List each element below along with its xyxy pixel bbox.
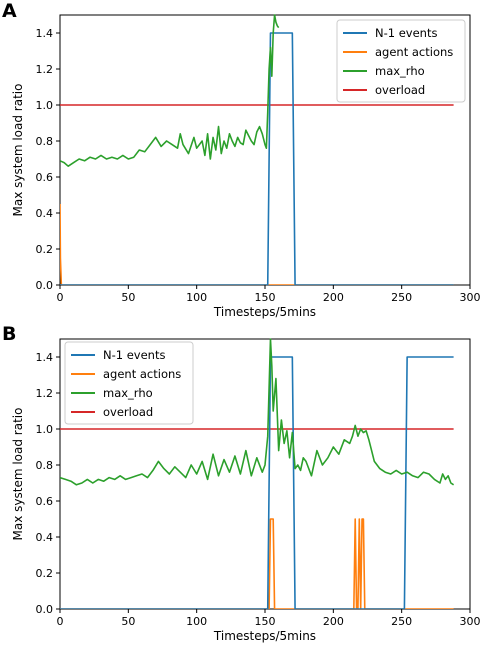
panel-b: B 0.0 0.2 0.4 0.6 0.8 1.0 1.2 1.4 0 50 100 150 200 2… — [2, 323, 481, 643]
legend-label: max_rho — [375, 64, 425, 78]
y-tick-label: 1.2 — [36, 63, 54, 76]
legend-box — [64, 341, 194, 425]
y-tick-label: 0.8 — [36, 135, 54, 148]
series-line-n-1-events — [60, 32, 454, 285]
legend-box — [336, 19, 466, 103]
series-line-n-1-events — [60, 356, 454, 609]
x-axis-a: 0 50 100 150 200 250 300 — [57, 285, 481, 304]
legend-label: N-1 events — [375, 26, 437, 40]
x-tick-label: 250 — [391, 291, 412, 304]
y-axis-a: 0.0 0.2 0.4 0.6 0.8 1.0 1.2 1.4 — [36, 27, 60, 292]
x-tick-label: 0 — [57, 615, 64, 628]
x-tick-label: 300 — [460, 615, 481, 628]
x-tick-label: 200 — [323, 291, 344, 304]
x-tick-label: 50 — [121, 291, 135, 304]
x-axis-b: 0 50 100 150 200 250 300 — [57, 609, 481, 628]
x-tick-label: 300 — [460, 291, 481, 304]
y-tick-label: 0.8 — [36, 459, 54, 472]
y-tick-label: 1.2 — [36, 387, 54, 400]
panel-label-b: B — [2, 323, 16, 345]
series-line-max-rho — [60, 14, 280, 167]
data-lines-b — [60, 338, 455, 609]
y-tick-label: 0.0 — [36, 603, 54, 616]
x-tick-label: 0 — [57, 291, 64, 304]
x-tick-label: 100 — [186, 615, 207, 628]
y-tick-label: 0.6 — [36, 171, 54, 184]
series-line-agent-actions — [60, 203, 454, 285]
y-tick-label: 1.0 — [36, 423, 54, 436]
x-tick-label: 200 — [323, 615, 344, 628]
legend-label: agent actions — [375, 45, 453, 59]
series-line-agent-actions — [60, 518, 454, 609]
y-tick-label: 0.2 — [36, 567, 54, 580]
legend-label: overload — [375, 83, 425, 97]
y-axis-label-a: Max system load ratio — [11, 84, 25, 217]
series-line-max-rho — [60, 338, 455, 486]
y-tick-label: 0.2 — [36, 243, 54, 256]
y-tick-label: 0.6 — [36, 495, 54, 508]
y-tick-label: 0.0 — [36, 279, 54, 292]
legend-b: N-1 events agent actions max_rho overload — [64, 341, 194, 425]
y-tick-label: 0.4 — [36, 207, 54, 220]
legend-label: max_rho — [103, 386, 153, 400]
y-tick-label: 1.0 — [36, 99, 54, 112]
x-tick-label: 100 — [186, 291, 207, 304]
x-tick-label: 250 — [391, 615, 412, 628]
x-tick-label: 50 — [121, 615, 135, 628]
y-axis-b: 0.0 0.2 0.4 0.6 0.8 1.0 1.2 1.4 — [36, 351, 60, 616]
y-tick-label: 1.4 — [36, 351, 54, 364]
data-lines-a — [60, 14, 454, 285]
panel-a: A 0.0 0.2 0.4 0.6 0.8 1.0 1.2 1.4 0 50 100 150 200 2… — [2, 0, 481, 319]
x-axis-label-b: Timesteps/5mins — [213, 629, 316, 643]
y-tick-label: 0.4 — [36, 531, 54, 544]
y-axis-label-b: Max system load ratio — [11, 408, 25, 541]
x-tick-label: 150 — [255, 615, 276, 628]
legend-label: overload — [103, 405, 153, 419]
x-tick-label: 150 — [255, 291, 276, 304]
legend-label: N-1 events — [103, 348, 165, 362]
x-axis-label-a: Timesteps/5mins — [213, 305, 316, 319]
legend-a: N-1 events agent actions max_rho overload — [336, 19, 466, 103]
legend-label: agent actions — [103, 367, 181, 381]
y-tick-label: 1.4 — [36, 27, 54, 40]
panel-label-a: A — [2, 0, 17, 22]
